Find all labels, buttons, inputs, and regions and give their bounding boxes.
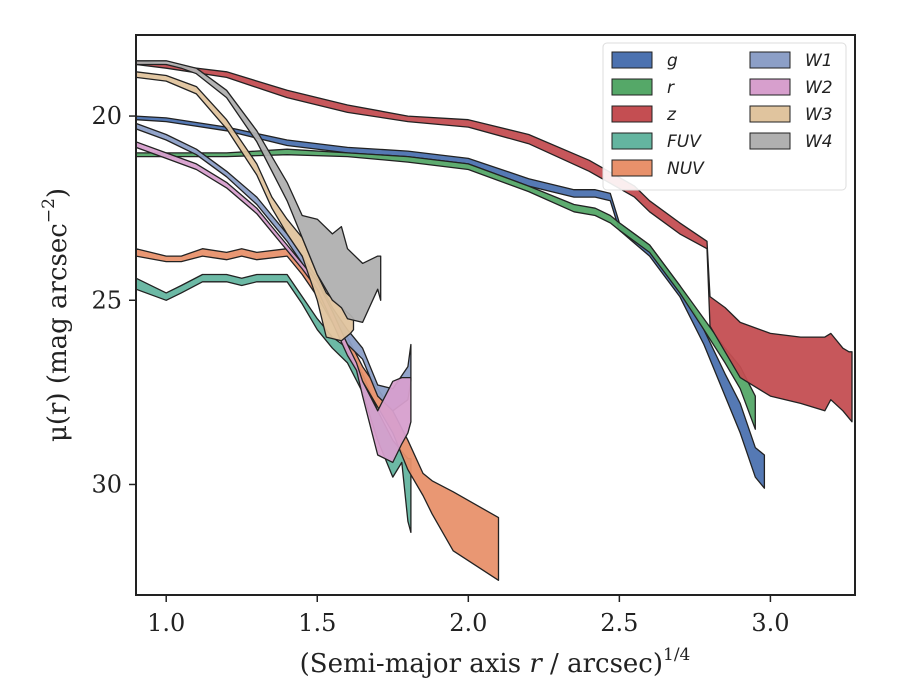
legend-label-w2: W2	[805, 78, 833, 98]
x-axis-title-variable: r	[529, 649, 543, 679]
x-axis-title-suffix: / arcsec)	[542, 649, 663, 679]
band-w4	[136, 60, 382, 324]
x-axis-title: (Semi-major axis r / arcsec)1/4	[300, 645, 691, 679]
y-axis-title-close: )	[43, 188, 73, 198]
x-axis: 1.0 1.5 2.0 2.5 3.0	[147, 595, 789, 637]
x-axis-title-prefix: (Semi-major axis	[300, 649, 530, 679]
legend-label-fuv: FUV	[667, 132, 702, 152]
band-w3	[136, 71, 355, 342]
y-tick-label: 25	[91, 286, 122, 314]
legend-label-z: z	[666, 105, 677, 125]
x-tick-label: 2.5	[600, 609, 638, 637]
y-tick-label: 30	[91, 470, 122, 498]
y-axis-title-main: μ(r) (mag arcsec	[43, 223, 73, 442]
x-tick-label: 2.0	[449, 609, 487, 637]
legend-swatch-w3	[749, 105, 791, 123]
series-bands	[136, 60, 853, 581]
band-w2	[136, 141, 412, 464]
x-axis-title-main: (Semi-major axis r / arcsec)	[300, 649, 663, 679]
x-tick-label: 1.5	[298, 609, 336, 637]
x-tick-label: 3.0	[751, 609, 789, 637]
band-fuv	[136, 273, 412, 534]
legend-swatch-g	[611, 51, 653, 69]
band-z	[136, 60, 853, 423]
legend: grz FUV NUV W1 W2 W3 W4	[602, 42, 847, 191]
legend-label-w3: W3	[805, 105, 833, 125]
legend-label-w4: W4	[805, 132, 833, 152]
y-axis-title-exponent: −2	[39, 198, 59, 223]
x-axis-title-exponent: 1/4	[663, 645, 690, 665]
legend-swatch-w1	[749, 51, 791, 69]
y-tick-label: 20	[91, 102, 122, 130]
x-tick-label: 1.0	[147, 609, 185, 637]
legend-swatch-w4	[749, 132, 791, 150]
legend-swatch-w2	[749, 78, 791, 96]
y-axis: 20 25 30	[91, 102, 136, 498]
legend-label-w1: W1	[805, 51, 833, 71]
legend-swatch-nuv	[611, 159, 653, 177]
legend-swatch-fuv	[611, 132, 653, 150]
legend-swatch-r	[611, 78, 653, 96]
band-r	[136, 148, 756, 430]
legend-label-g: g	[667, 51, 678, 71]
legend-swatch-z	[611, 105, 653, 123]
band-nuv	[136, 248, 500, 581]
plot-frame	[135, 34, 856, 596]
y-axis-title: μ(r) (mag arcsec−2)	[39, 188, 73, 442]
legend-label-r: r	[667, 78, 675, 98]
legend-label-nuv: NUV	[667, 159, 705, 179]
